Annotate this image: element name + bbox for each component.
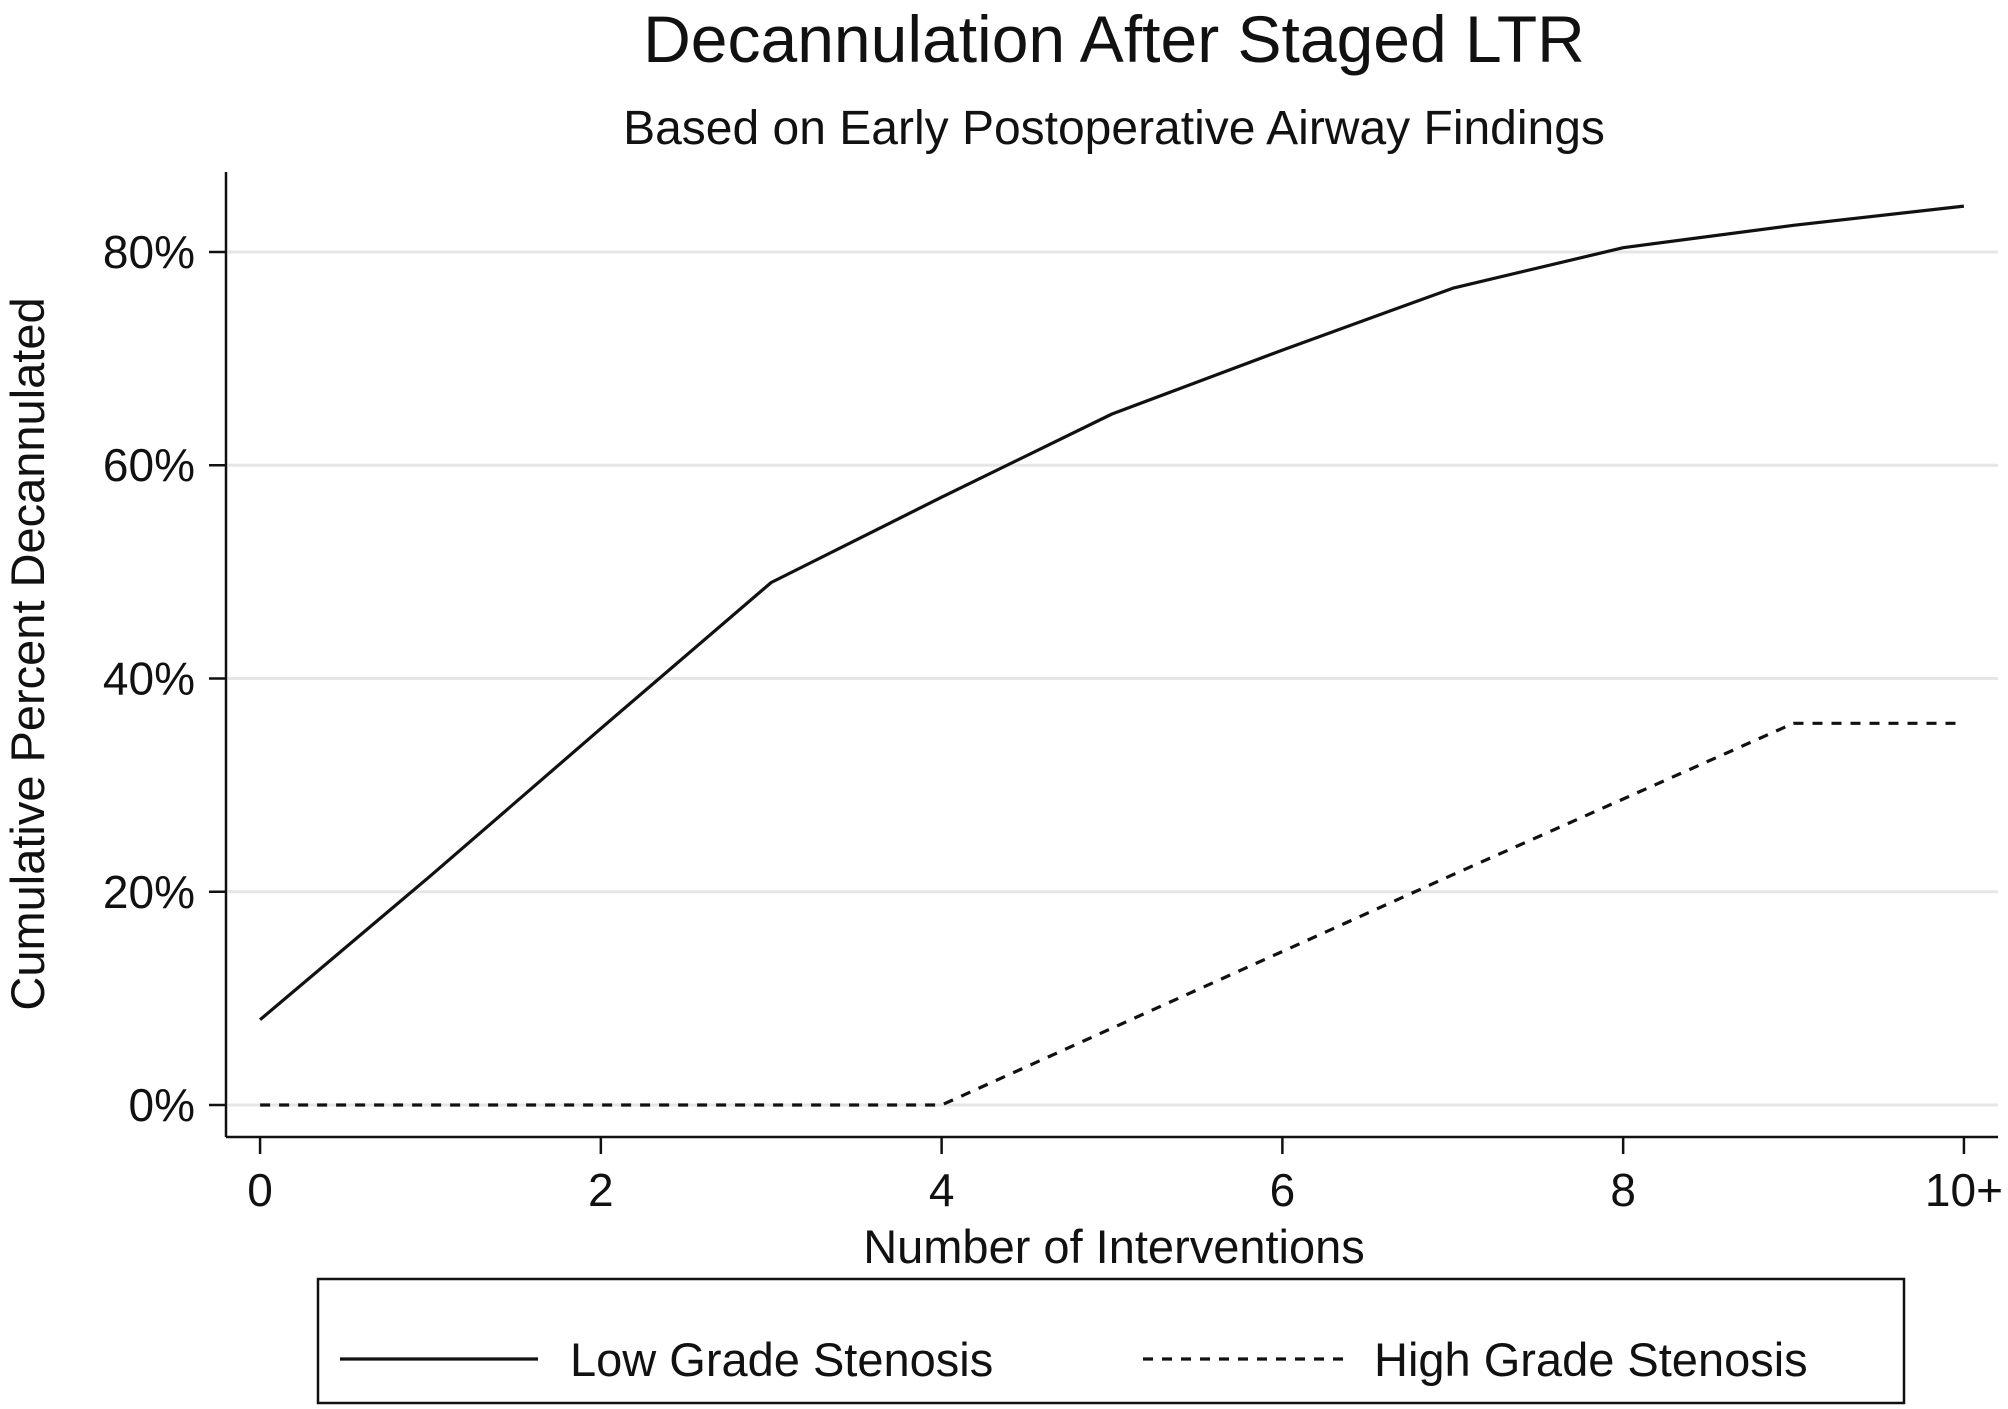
legend-box (316, 1277, 1906, 1405)
x-axis-label: Number of Interventions (863, 1220, 1365, 1273)
x-tick-label-0: 0 (247, 1164, 273, 1216)
y-ticks: 0% 20% 40% 60% 80% (103, 226, 226, 1131)
x-tick-label-4: 4 (929, 1164, 955, 1216)
y-tick-label-20: 20% (103, 866, 195, 918)
x-tick-label-6: 6 (1270, 1164, 1296, 1216)
legend-label-high-grade-stenosis: High Grade Stenosis (1374, 1333, 1808, 1386)
x-tick-label-10: 10+ (1925, 1164, 2003, 1216)
y-tick-label-40: 40% (103, 652, 195, 704)
x-tick-label-2: 2 (588, 1164, 614, 1216)
y-axis-label: Cumulative Percent Decannulated (1, 297, 54, 1010)
x-ticks: 0 2 4 6 8 10+ (247, 1137, 2003, 1216)
chart-title: Decannulation After Staged LTR (643, 2, 1585, 76)
y-tick-label-60: 60% (103, 439, 195, 491)
series-line-low-grade-stenosis (259, 204, 1965, 1021)
chart-subtitle: Based on Early Postoperative Airway Find… (623, 102, 1605, 155)
series-line-high-grade-stenosis (260, 721, 1964, 1107)
legend-label-low-grade-stenosis: Low Grade Stenosis (570, 1333, 993, 1386)
x-tick-label-8: 8 (1610, 1164, 1636, 1216)
series-layer (259, 204, 1965, 1107)
y-tick-label-80: 80% (103, 226, 195, 278)
y-tick-label-0: 0% (129, 1079, 195, 1131)
gridlines (228, 250, 1998, 1107)
legend: Low Grade Stenosis High Grade Stenosis (316, 1277, 1906, 1405)
